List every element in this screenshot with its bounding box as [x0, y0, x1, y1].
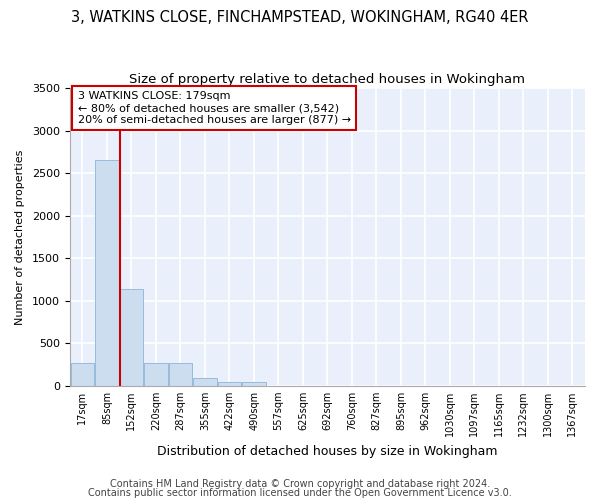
X-axis label: Distribution of detached houses by size in Wokingham: Distribution of detached houses by size …	[157, 444, 497, 458]
Bar	[169, 363, 192, 386]
Bar	[119, 289, 143, 386]
Bar	[193, 378, 217, 386]
Text: 3, WATKINS CLOSE, FINCHAMPSTEAD, WOKINGHAM, RG40 4ER: 3, WATKINS CLOSE, FINCHAMPSTEAD, WOKINGH…	[71, 10, 529, 25]
Y-axis label: Number of detached properties: Number of detached properties	[15, 149, 25, 324]
Title: Size of property relative to detached houses in Wokingham: Size of property relative to detached ho…	[130, 72, 526, 86]
Text: Contains public sector information licensed under the Open Government Licence v3: Contains public sector information licen…	[88, 488, 512, 498]
Text: 3 WATKINS CLOSE: 179sqm
← 80% of detached houses are smaller (3,542)
20% of semi: 3 WATKINS CLOSE: 179sqm ← 80% of detache…	[77, 92, 350, 124]
Bar	[242, 382, 266, 386]
Bar	[71, 363, 94, 386]
Bar	[145, 363, 168, 386]
Text: Contains HM Land Registry data © Crown copyright and database right 2024.: Contains HM Land Registry data © Crown c…	[110, 479, 490, 489]
Bar	[218, 382, 241, 386]
Bar	[95, 160, 119, 386]
